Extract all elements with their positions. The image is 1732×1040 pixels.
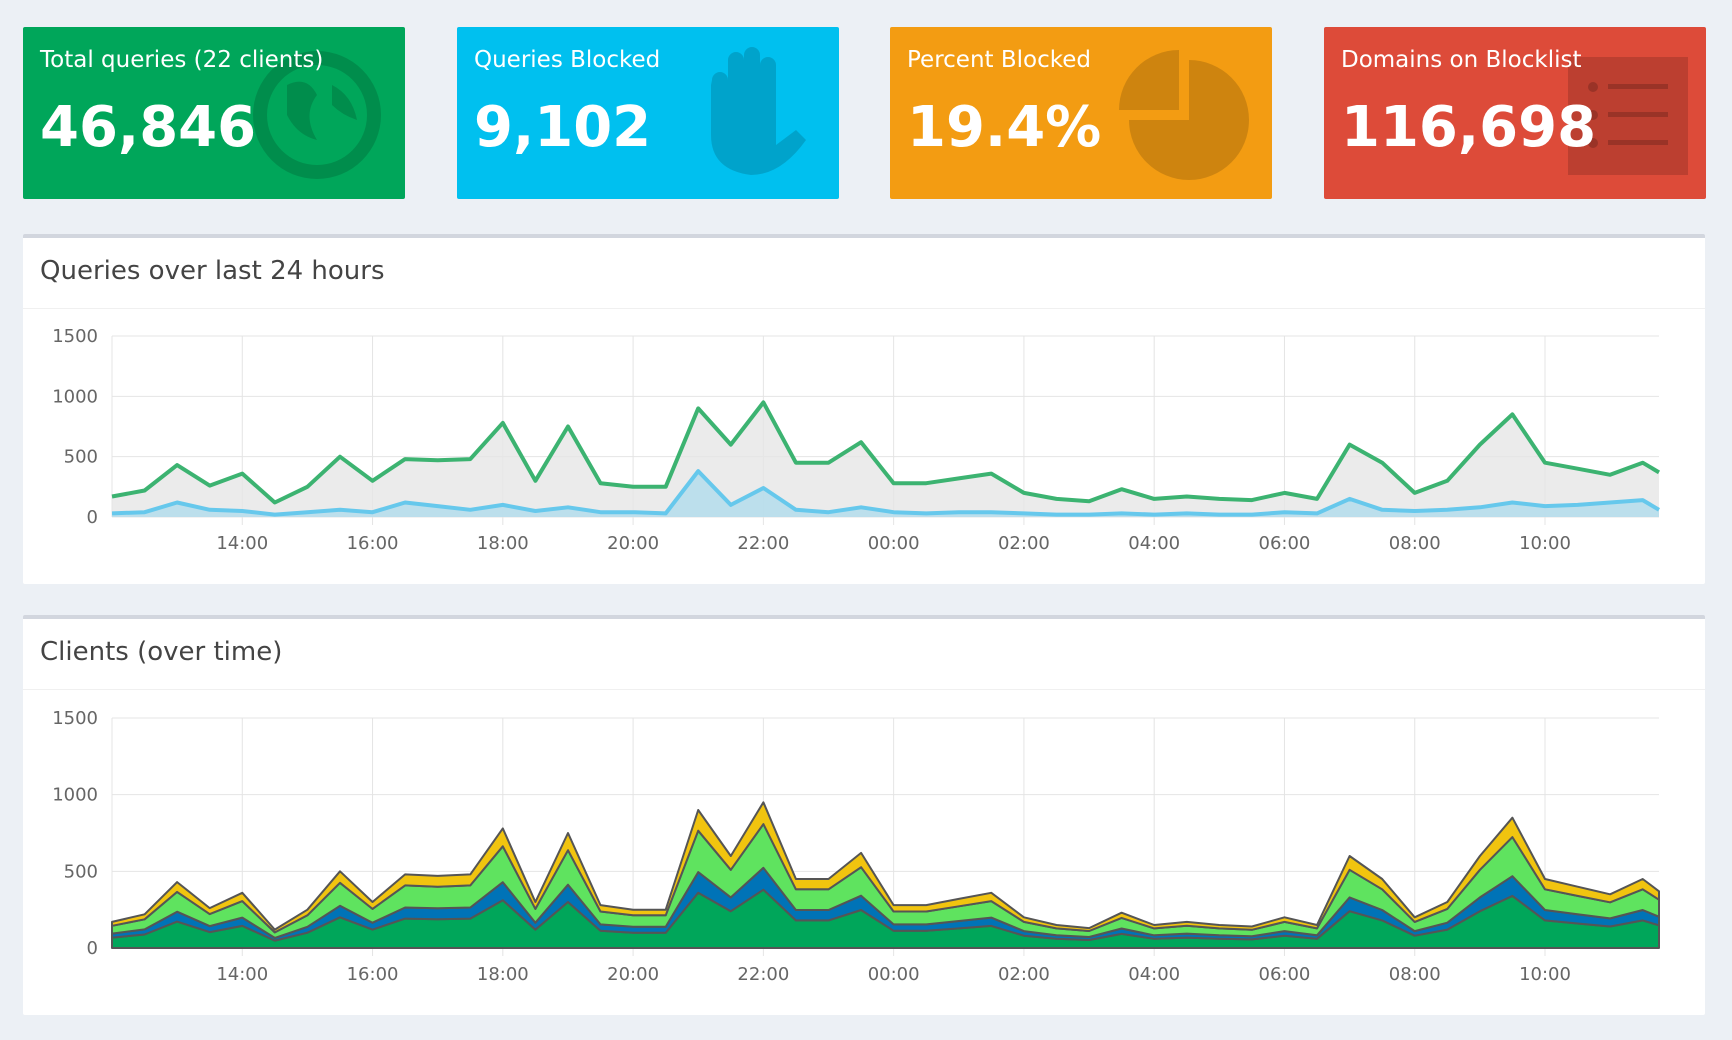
x-tick-label: 02:00	[998, 533, 1050, 554]
x-tick-label: 22:00	[737, 964, 789, 985]
series-area	[112, 402, 1659, 517]
stat-value: 116,698	[1341, 95, 1597, 160]
x-tick-label: 04:00	[1128, 533, 1180, 554]
x-tick-label: 20:00	[607, 533, 659, 554]
x-tick-label: 16:00	[347, 964, 399, 985]
x-tick-label: 18:00	[477, 964, 529, 985]
chart-title: Clients (over time)	[23, 619, 1705, 690]
series-line	[111, 400, 1661, 505]
x-tick-label: 20:00	[607, 964, 659, 985]
chart-title: Queries over last 24 hours	[23, 238, 1705, 309]
stat-label: Domains on Blocklist	[1341, 47, 1582, 73]
y-tick-label: 1500	[52, 708, 98, 729]
chart: 0 500 1000 1500 14:00 16:00 18:00 20:00 22:00 00:…	[52, 326, 1661, 554]
y-tick-label: 500	[64, 447, 98, 468]
y-tick-label: 0	[87, 507, 98, 528]
x-tick-label: 16:00	[347, 533, 399, 554]
stat-value: 46,846	[40, 95, 257, 160]
series-line	[111, 469, 1661, 517]
chart: 0 500 1000 1500 14:00 16:00 18:00 20:00 22:00 00:…	[52, 708, 1660, 985]
globe-icon	[253, 51, 381, 179]
x-tick-label: 10:00	[1519, 533, 1571, 554]
x-tick-label: 18:00	[477, 533, 529, 554]
x-tick-label: 00:00	[868, 964, 920, 985]
y-tick-label: 0	[87, 938, 98, 959]
x-tick-label: 14:00	[216, 964, 268, 985]
x-tick-label: 00:00	[868, 533, 920, 554]
x-tick-label: 04:00	[1128, 964, 1180, 985]
hand-icon	[711, 47, 806, 175]
pie-icon	[1119, 50, 1249, 180]
stat-label: Queries Blocked	[474, 47, 661, 73]
x-tick-label: 06:00	[1259, 533, 1311, 554]
x-tick-label: 14:00	[216, 533, 268, 554]
stat-value: 9,102	[474, 95, 652, 160]
x-tick-label: 06:00	[1259, 964, 1311, 985]
stat-value: 19.4%	[907, 95, 1102, 160]
x-tick-label: 10:00	[1519, 964, 1571, 985]
stat-card: Domains on Blocklist 116,698	[1324, 27, 1706, 199]
stacked-area	[111, 801, 1660, 934]
list-icon	[1568, 57, 1688, 175]
x-tick-label: 08:00	[1389, 533, 1441, 554]
stat-label: Total queries (22 clients)	[40, 47, 324, 73]
stat-card: Percent Blocked 19.4%	[890, 27, 1272, 199]
y-tick-label: 1000	[52, 386, 98, 407]
x-tick-label: 02:00	[998, 964, 1050, 985]
stat-card: Total queries (22 clients) 46,846	[23, 27, 405, 199]
x-tick-label: 22:00	[737, 533, 789, 554]
stat-label: Percent Blocked	[907, 47, 1091, 73]
y-tick-label: 1000	[52, 785, 98, 806]
x-tick-label: 08:00	[1389, 964, 1441, 985]
chart-panel: Clients (over time) 0 500 1000 1500 14:00 16:…	[23, 615, 1705, 1015]
y-tick-label: 500	[64, 861, 98, 882]
stat-card: Queries Blocked 9,102	[457, 27, 839, 199]
y-tick-label: 1500	[52, 326, 98, 347]
chart-panel: Queries over last 24 hours 0 500 1000 1500 1…	[23, 234, 1705, 584]
